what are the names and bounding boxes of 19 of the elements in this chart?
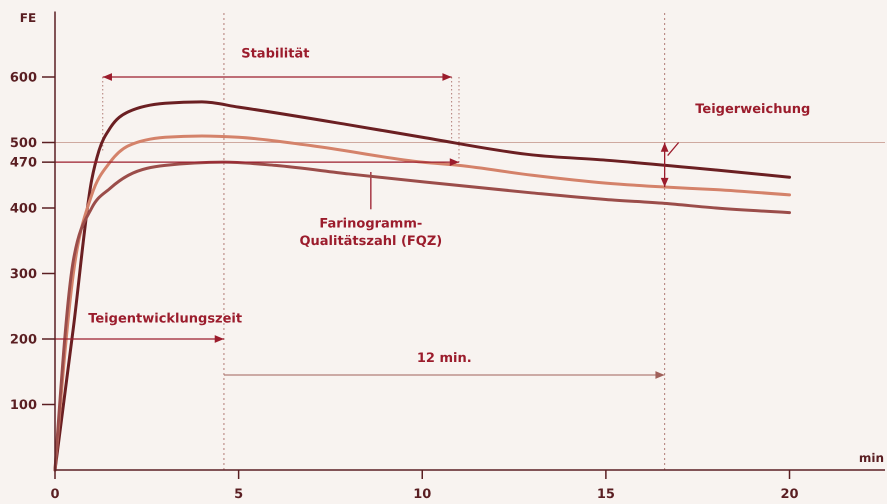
annotation: Teigentwicklungszeit — [88, 312, 242, 327]
annotation: Farinogramm- Qualitätszahl (FQZ) — [299, 216, 442, 250]
y-tick-label: 470 — [10, 156, 37, 171]
annotation: Stabilität — [241, 46, 310, 62]
y-tick-label: 300 — [10, 267, 37, 282]
x-tick-label: 5 — [234, 487, 244, 502]
y-tick-label: 500 — [10, 136, 37, 152]
annotation: 12 min. — [416, 350, 472, 366]
y-tick-label: 200 — [10, 332, 37, 348]
x-axis-title: min — [858, 451, 884, 465]
y-tick-label: 400 — [10, 202, 37, 217]
x-tick-label: 10 — [413, 487, 432, 502]
y-tick-label: 600 — [10, 70, 37, 86]
x-tick-label: 20 — [780, 487, 799, 502]
y-tick-label: 100 — [10, 398, 37, 414]
x-tick-label: 0 — [50, 487, 60, 502]
x-tick-label: 15 — [596, 487, 615, 502]
y-axis-title: FE — [20, 11, 36, 25]
annotation: Teigerweichung — [695, 102, 810, 118]
